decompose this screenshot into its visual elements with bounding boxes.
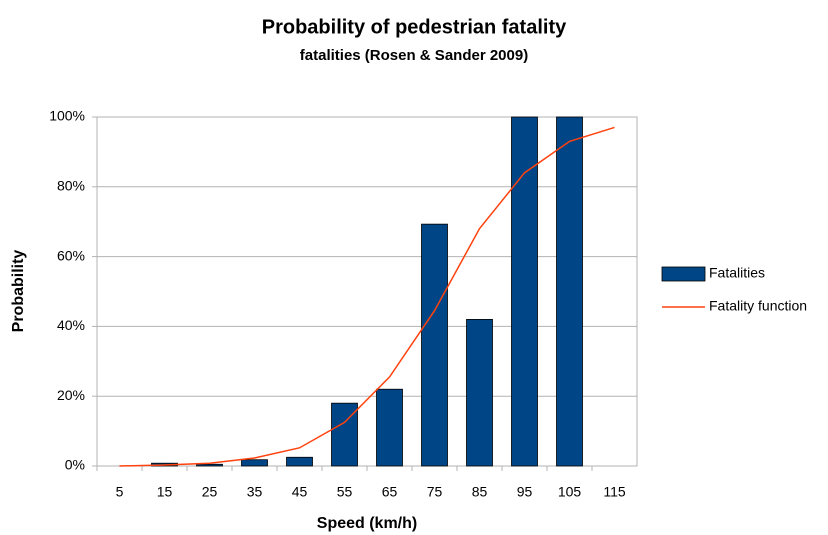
y-axis-label: Probability: [10, 250, 27, 333]
x-tick-label: 105: [558, 484, 582, 500]
x-tick-label: 55: [337, 484, 353, 500]
x-tick-label: 25: [202, 484, 218, 500]
bar: [376, 388, 403, 467]
x-tick-label: 95: [517, 484, 533, 500]
bar: [286, 456, 313, 467]
x-tick-label: 45: [292, 484, 308, 500]
x-tick-label: 5: [116, 484, 124, 500]
bar: [511, 116, 538, 467]
plot-frame: [96, 116, 638, 467]
bar: [466, 319, 493, 467]
y-tick-label: 60%: [57, 247, 85, 263]
chart-subtitle: fatalities (Rosen & Sander 2009): [300, 47, 528, 64]
bar: [331, 402, 358, 467]
bar: [241, 459, 268, 467]
bar: [556, 116, 583, 467]
x-tick-label: 35: [247, 484, 263, 500]
x-tick-label: 115: [603, 484, 626, 500]
x-tick-label: 65: [382, 484, 398, 500]
y-tick-label: 100%: [49, 108, 85, 124]
x-tick-label: 15: [157, 484, 173, 500]
legend-label: Fatalities: [709, 265, 765, 281]
x-tick-label: 75: [427, 484, 443, 500]
y-tick-label: 20%: [57, 387, 85, 403]
chart-title: Probability of pedestrian fatality: [262, 16, 567, 38]
x-tick-label: 85: [472, 484, 488, 500]
bar: [196, 463, 223, 467]
line: [119, 126, 615, 467]
y-tick-label: 40%: [57, 317, 85, 333]
legend-swatch: [661, 266, 706, 282]
y-tick-label: 0%: [65, 457, 85, 473]
y-tick-label: 80%: [57, 178, 85, 194]
legend-label: Fatality function: [709, 298, 807, 314]
x-axis-label: Speed (km/h): [317, 515, 417, 532]
bar: [421, 223, 448, 467]
